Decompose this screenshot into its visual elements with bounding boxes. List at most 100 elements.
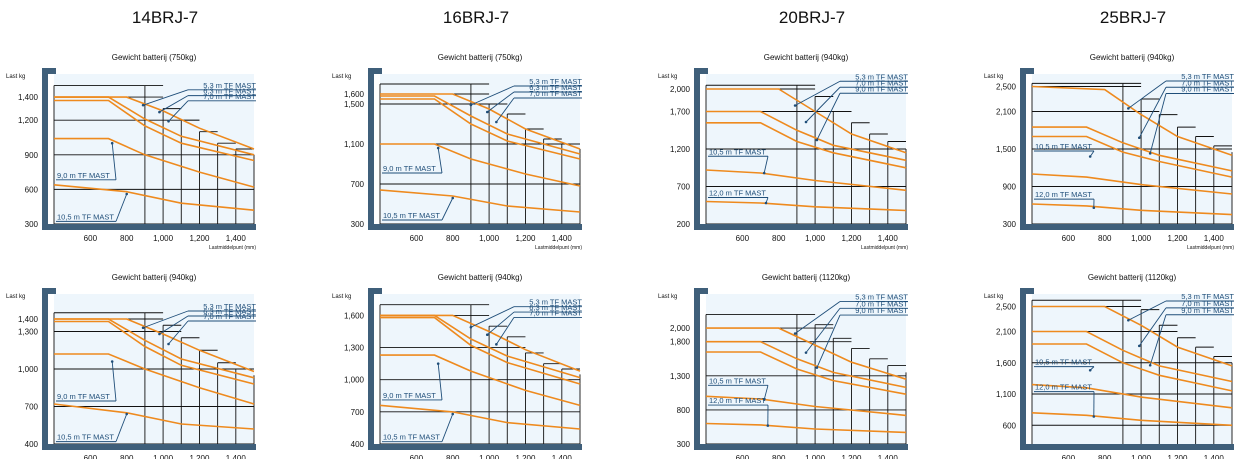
x-tick-label: 600 (736, 454, 750, 459)
load-chart-20brj-940kg: Gewicht batterij (940kg) Last kg 200 700 1,2… (658, 53, 908, 251)
y-tick-label: 1,400 (18, 315, 39, 324)
series-line-9-0-m-tf-mast (380, 354, 581, 407)
callout-5-3-m-tf-mast: 5,3 m TF MAST (203, 81, 256, 90)
callout-leader (805, 86, 841, 123)
callout-7-0-m-tf-mast: 7,0 m TF MAST (855, 299, 908, 308)
y-tick-label: 700 (351, 180, 365, 189)
x-tick-label: 800 (772, 234, 786, 243)
load-chart-20brj-1120kg: Gewicht batterij (1120kg) Last kg 300 800 1,… (658, 273, 908, 459)
x-tick-label: 1,200 (841, 454, 862, 459)
callout-pointer (158, 110, 161, 114)
x-tick-label: 1,200 (189, 234, 210, 243)
series-line-6-3-m-tf-mast (54, 96, 255, 156)
callout-10-5-m-tf-mast: 10,5 m TF MAST (57, 433, 114, 442)
frame-bottom-bar (694, 224, 908, 230)
x-tick-label: 1,000 (153, 234, 174, 243)
callout-pointer (110, 360, 114, 363)
y-axis-label: Last kg (6, 74, 25, 80)
callout-pointer (451, 412, 455, 416)
callout-leader (816, 93, 841, 141)
callout-pointer (1148, 363, 1152, 367)
callout-7-0-m-tf-mast: 7,0 m TF MAST (203, 92, 256, 101)
callout-leader (495, 317, 515, 345)
frame-bottom-bar (1020, 444, 1234, 450)
y-tick-label: 300 (1003, 220, 1017, 229)
x-tick-label: 1,200 (515, 454, 536, 459)
y-axis-label: Last kg (658, 294, 677, 300)
model-title-14brj: 14BRJ-7 (131, 8, 199, 27)
series-line-7-0-m-tf-mast (54, 320, 255, 385)
series-line-9-0-m-tf-mast (1032, 343, 1233, 392)
x-tick-label: 800 (1098, 454, 1112, 459)
plot-area (54, 74, 254, 224)
series-line-10-5-m-tf-mast (1031, 173, 1233, 195)
x-tick-label: 1,200 (189, 454, 210, 459)
y-tick-label: 2,100 (996, 108, 1017, 117)
callout-leader (1138, 87, 1167, 138)
frame-vertical-bar (42, 288, 48, 450)
series-line-7-0-m-tf-mast (380, 98, 581, 160)
frame-bottom-bar (694, 444, 908, 450)
callout-pointer (469, 325, 473, 329)
series-line-9-0-m-tf-mast (1032, 135, 1233, 178)
y-tick-label: 1,200 (670, 145, 691, 154)
callout-pointer (485, 110, 489, 114)
y-tick-label: 1,600 (344, 311, 365, 320)
callout-5-3-m-tf-mast: 5,3 m TF MAST (1181, 292, 1234, 301)
y-axis-label: Last kg (984, 294, 1003, 300)
frame-top-cap (1020, 288, 1034, 294)
series-line-10-5-m-tf-mast (53, 403, 255, 430)
x-tick-label: 1,200 (1167, 234, 1188, 243)
y-tick-label: 200 (677, 220, 691, 229)
frame-top-cap (694, 68, 708, 74)
x-tick-label: 800 (1098, 234, 1112, 243)
chart-title: Gewicht batterij (1120kg) (1088, 273, 1177, 282)
x-tick-label: 1,400 (878, 454, 899, 459)
plot-area (1032, 294, 1232, 444)
x-tick-label: 600 (1062, 234, 1076, 243)
plot-area (706, 294, 906, 444)
series-line-9-0-m-tf-mast (706, 122, 907, 169)
chart-title: Gewicht batterij (940kg) (764, 53, 849, 62)
callout-7-0-m-tf-mast: 7,0 m TF MAST (855, 78, 908, 87)
frame-vertical-bar (694, 288, 700, 450)
callout-pointer (815, 366, 819, 369)
callout-pointer (762, 171, 766, 175)
load-chart-25brj-1120kg: Gewicht batterij (1120kg) Last kg 600 1,100… (984, 273, 1234, 459)
frame-top-cap (42, 288, 56, 294)
callout-pointer (1137, 344, 1141, 348)
x-tick-label: 800 (772, 454, 786, 459)
frame-vertical-bar (42, 68, 48, 230)
x-tick-label: 600 (84, 454, 98, 459)
x-tick-label: 1,000 (805, 234, 826, 243)
callout-leader (1138, 307, 1167, 347)
series-line-6-3-m-tf-mast (380, 95, 581, 155)
callout-9-0-m-tf-mast: 9,0 m TF MAST (383, 391, 436, 400)
callout-pointer (762, 398, 766, 401)
callout-12-0-m-tf-mast: 12,0 m TF MAST (709, 396, 766, 405)
callout-leader (111, 143, 117, 180)
callout-leader (437, 363, 443, 400)
callout-pointer (485, 333, 489, 337)
callout-pointer (167, 342, 170, 346)
callout-7-0-m-tf-mast: 7,0 m TF MAST (203, 312, 256, 321)
callout-7-0-m-tf-mast: 7,0 m TF MAST (529, 89, 582, 98)
series-line-10-5-m-tf-mast (1031, 383, 1233, 409)
callout-pointer (1127, 107, 1130, 110)
y-tick-label: 700 (351, 408, 365, 417)
chart-title: Gewicht batterij (940kg) (1090, 53, 1175, 62)
x-tick-label: 800 (120, 234, 134, 243)
y-tick-label: 2,500 (996, 83, 1017, 92)
frame-vertical-bar (368, 288, 374, 450)
y-tick-label: 1,300 (344, 344, 365, 353)
y-tick-label: 1,000 (18, 365, 39, 374)
frame-bottom-bar (42, 444, 256, 450)
callout-10-5-m-tf-mast: 10,5 m TF MAST (383, 433, 440, 442)
frame-vertical-bar (1020, 68, 1026, 230)
frame-bottom-bar (368, 444, 582, 450)
callout-12-0-m-tf-mast: 12,0 m TF MAST (709, 189, 766, 198)
callout-leader (437, 147, 443, 174)
series-line-9-0-m-tf-mast (706, 351, 907, 395)
callout-9-0-m-tf-mast: 9,0 m TF MAST (855, 84, 908, 93)
callout-pointer (141, 103, 145, 107)
